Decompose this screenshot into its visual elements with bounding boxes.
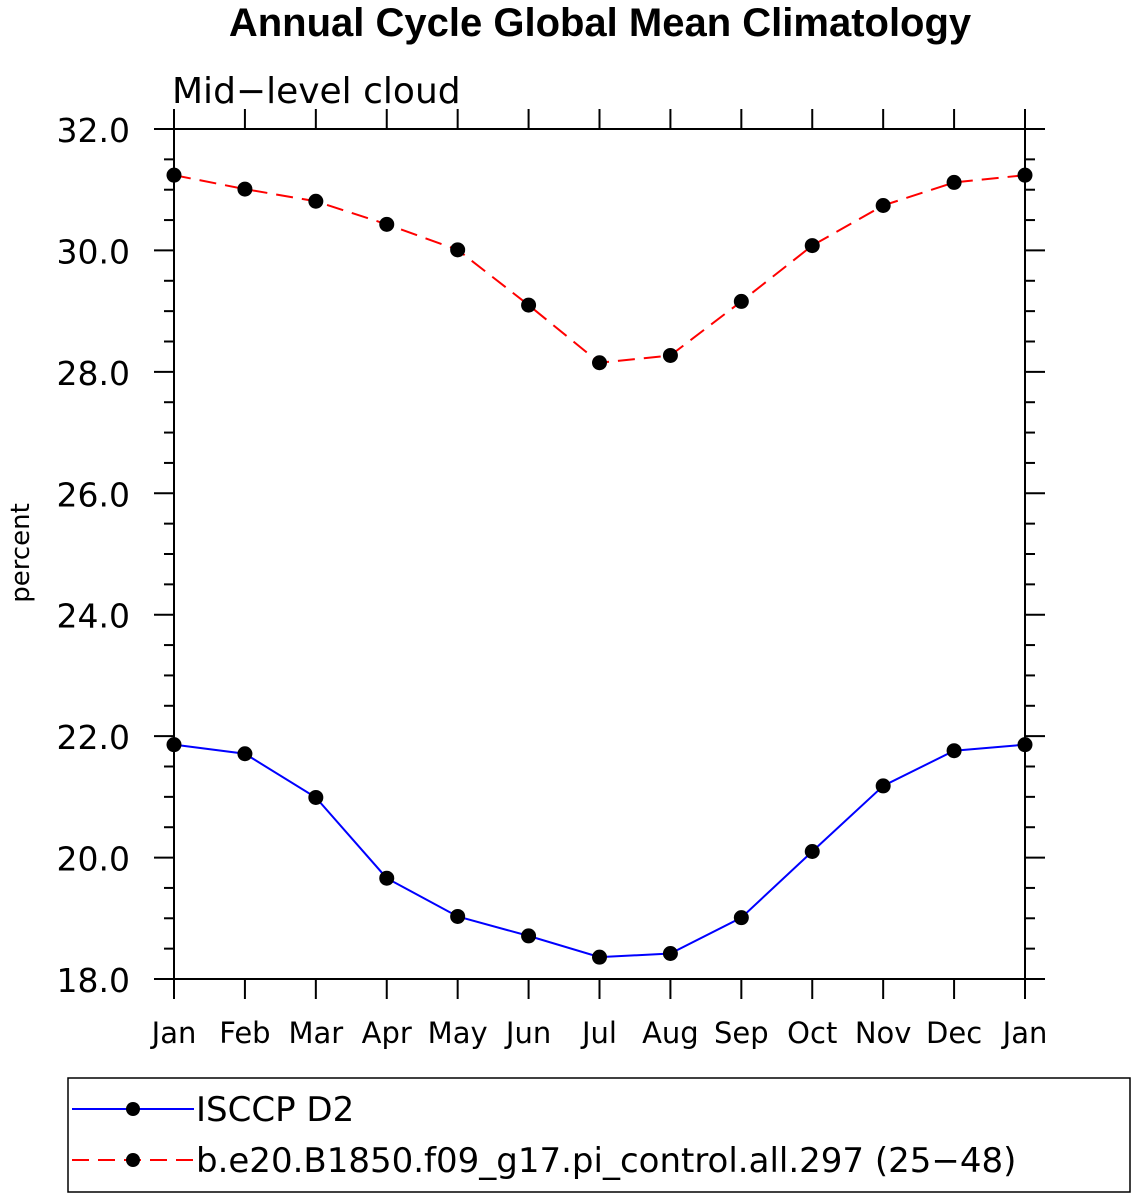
data-point-1 <box>804 238 820 254</box>
legend: ISCCP D2 b.e20.B1850.f09_g17.pi_control.… <box>67 1077 1131 1193</box>
y-tick-label: 26.0 <box>57 475 130 514</box>
x-tick-label: Feb <box>219 1016 270 1050</box>
y-tick-label: 32.0 <box>57 111 130 150</box>
x-tick-label: Jun <box>504 1016 551 1050</box>
data-point-0 <box>379 870 395 886</box>
chart-title: Annual Cycle Global Mean Climatology <box>229 1 972 45</box>
axis-ticks <box>154 109 1045 999</box>
data-point-0 <box>946 743 962 759</box>
x-tick-label: Mar <box>288 1016 343 1050</box>
data-point-1 <box>592 355 607 371</box>
data-point-1 <box>733 293 749 309</box>
x-tick-label: Apr <box>362 1016 412 1050</box>
y-tick-label: 20.0 <box>57 840 130 879</box>
y-tick-label: 22.0 <box>57 718 130 757</box>
x-tick-label: May <box>428 1016 488 1050</box>
legend-label-model: b.e20.B1850.f09_g17.pi_control.all.297 (… <box>196 1141 1016 1181</box>
x-tick-label: Jan <box>150 1016 197 1050</box>
y-tick-label: 24.0 <box>57 597 130 636</box>
x-tick-label: Aug <box>642 1016 699 1050</box>
data-point-0 <box>875 778 891 794</box>
y-tick-label: 18.0 <box>57 961 130 1000</box>
data-point-0 <box>237 746 253 762</box>
series-line-0 <box>173 743 1026 959</box>
x-tick-label: Dec <box>926 1016 982 1050</box>
legend-label-isccp: ISCCP D2 <box>196 1090 354 1130</box>
x-tick-label: Jan <box>1001 1016 1048 1050</box>
data-point-1 <box>875 198 891 213</box>
legend-box <box>67 1077 1131 1193</box>
x-tick-label: Oct <box>787 1016 837 1050</box>
y-tick-label: 28.0 <box>57 354 130 393</box>
data-point-0 <box>804 844 820 859</box>
chart-subtitle: Mid−level cloud <box>172 71 461 112</box>
data-point-1 <box>237 181 253 197</box>
data-point-0 <box>450 908 466 924</box>
legend-marker-isccp <box>126 1102 140 1116</box>
data-point-0 <box>733 910 749 926</box>
data-point-1 <box>946 174 962 190</box>
data-point-0 <box>592 949 607 965</box>
legend-marker-model <box>126 1153 140 1167</box>
data-point-1 <box>450 242 466 258</box>
y-tick-label: 30.0 <box>57 232 130 271</box>
x-tick-label: Jul <box>580 1016 617 1050</box>
y-tick-labels: 18.0 20.0 22.0 24.0 26.0 28.0 30.0 32.0 <box>57 111 130 1000</box>
data-point-0 <box>662 946 678 961</box>
x-tick-labels: Jan Feb Mar Apr May Jun Jul Aug Sep Oct Nov Dec Jan <box>150 1016 1048 1050</box>
data-point-0 <box>308 789 324 805</box>
x-tick-label: Sep <box>714 1016 769 1050</box>
data-point-1 <box>521 297 537 313</box>
x-tick-label: Nov <box>855 1016 912 1050</box>
series-line-1 <box>173 174 1026 364</box>
plot-frame <box>173 128 1026 980</box>
data-point-1 <box>379 216 395 232</box>
data-point-1 <box>308 193 324 209</box>
data-point-1 <box>662 347 678 363</box>
y-axis-label: percent <box>6 503 36 603</box>
series-layer <box>166 167 1033 965</box>
data-point-0 <box>521 928 537 944</box>
